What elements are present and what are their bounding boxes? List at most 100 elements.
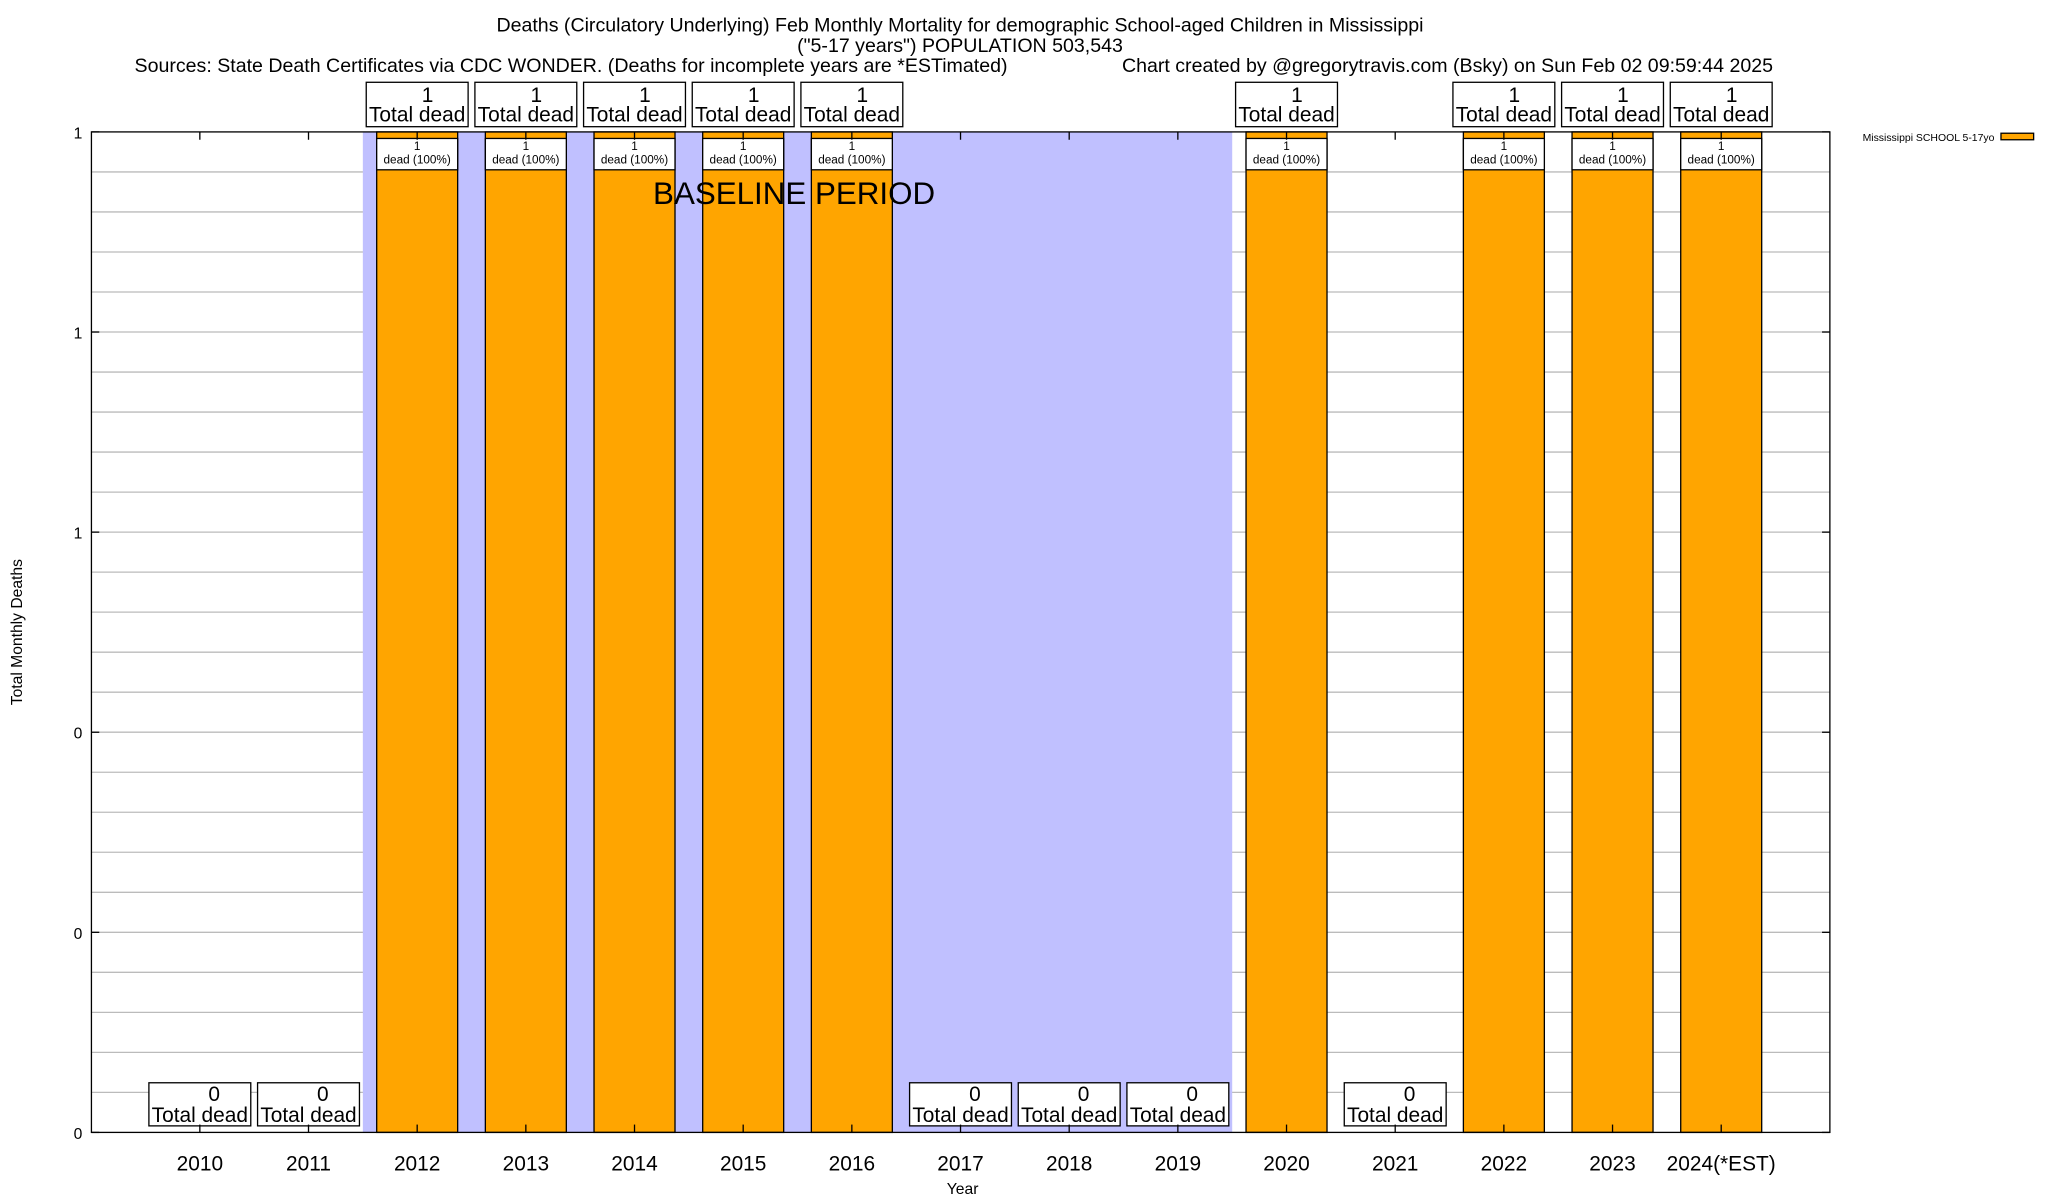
total-label-box [691, 81, 795, 128]
bar-label-box [810, 137, 893, 171]
total-label-value: 1 [856, 84, 868, 107]
total-label-text: Total dead [1021, 1104, 1117, 1127]
total-label-box [1452, 81, 1556, 128]
total-label-text: Total dead [1673, 103, 1769, 126]
bar [702, 131, 785, 1134]
bar-label-percent: dead (100%) [1470, 153, 1537, 166]
total-label-value: 0 [1078, 1083, 1090, 1106]
total-label-box [256, 1082, 361, 1127]
x-tick-label: 2021 [1372, 1152, 1418, 1175]
x-tick-label: 2016 [829, 1152, 875, 1175]
total-label-box [1234, 81, 1339, 128]
y-tick-label: 0 [74, 926, 83, 943]
bar-label-value: 1 [1609, 140, 1616, 153]
bar-label-percent: dead (100%) [1579, 153, 1646, 166]
x-axis-label: Year [947, 1181, 979, 1198]
x-tick-label: 2013 [503, 1152, 549, 1175]
chart-credit: Chart created by @gregorytravis.com (Bsk… [1122, 55, 1773, 77]
total-label-text: Total dead [152, 1104, 248, 1127]
x-tick-label: 2022 [1481, 1152, 1527, 1175]
bar [1245, 131, 1328, 1134]
chart-sources: Sources: State Death Certificates via CD… [135, 55, 1008, 77]
baseline-label: BASELINE PERIOD [653, 176, 935, 211]
total-label-box [148, 1082, 252, 1127]
legend: Mississippi SCHOOL 5-17yo [1863, 132, 2035, 144]
bar-label-value: 1 [740, 140, 747, 153]
bar-label-box [702, 137, 785, 171]
total-label-box [365, 81, 469, 128]
bar [593, 131, 676, 1134]
y-tick-label: 0 [74, 726, 83, 743]
total-label-value: 1 [422, 84, 434, 107]
x-tick-label: 2020 [1263, 1152, 1309, 1175]
legend-swatch [2000, 132, 2035, 141]
total-label-box [1126, 1082, 1230, 1127]
x-tick-label: 2023 [1589, 1152, 1635, 1175]
x-tick-label: 2015 [720, 1152, 766, 1175]
total-label-value: 1 [1509, 84, 1521, 107]
y-axis-label: Total Monthly Deaths [9, 559, 26, 705]
bar-label-value: 1 [631, 140, 638, 153]
bar [484, 131, 567, 1134]
total-label-text: Total dead [1456, 103, 1552, 126]
total-label-value: 1 [1291, 84, 1303, 107]
total-label-value: 1 [748, 84, 760, 107]
total-label-box [474, 81, 578, 128]
total-label-box [1560, 81, 1665, 128]
total-label-box [800, 81, 904, 128]
total-label-value: 0 [969, 1083, 981, 1106]
bar-label-value: 1 [1501, 140, 1508, 153]
x-tick-label: 2018 [1046, 1152, 1092, 1175]
total-label-text: Total dead [1347, 1104, 1443, 1127]
x-tick-label: 2017 [937, 1152, 983, 1175]
total-label-text: Total dead [369, 103, 465, 126]
bar-label-percent: dead (100%) [710, 153, 777, 166]
y-tick-label: 0 [74, 1126, 83, 1143]
y-tick-label: 1 [74, 125, 83, 142]
total-label-value: 0 [317, 1083, 329, 1106]
total-label-text: Total dead [912, 1104, 1008, 1127]
bar [1462, 131, 1546, 1134]
bar-label-value: 1 [523, 140, 530, 153]
bar-label-value: 1 [414, 140, 421, 153]
bar-label-percent: dead (100%) [492, 153, 559, 166]
bar [1571, 131, 1654, 1134]
total-label-box [1017, 1082, 1121, 1127]
total-label-value: 1 [639, 84, 651, 107]
bar-label-box [1245, 137, 1328, 171]
total-label-text: Total dead [804, 103, 900, 126]
total-label-value: 1 [530, 84, 542, 107]
total-label-box [1669, 81, 1773, 128]
bar-label-value: 1 [1283, 140, 1290, 153]
x-tick-label: 2019 [1155, 1152, 1201, 1175]
total-label-text: Total dead [1564, 103, 1660, 126]
bar [810, 131, 893, 1134]
total-label-text: Total dead [586, 103, 682, 126]
chart-subtitle: ("5-17 years") POPULATION 503,543 [797, 35, 1123, 57]
legend-label: Mississippi SCHOOL 5-17yo [1863, 133, 1995, 144]
bar-label-percent: dead (100%) [1253, 153, 1320, 166]
total-label-value: 0 [1186, 1083, 1198, 1106]
total-label-value: 0 [208, 1083, 220, 1106]
bar-label-percent: dead (100%) [384, 153, 451, 166]
bar-label-percent: dead (100%) [818, 153, 885, 166]
x-tick-label: 2012 [394, 1152, 440, 1175]
bar [1680, 131, 1763, 1134]
bar-label-percent: dead (100%) [601, 153, 668, 166]
total-label-text: Total dead [260, 1104, 356, 1127]
total-label-text: Total dead [695, 103, 791, 126]
bar-label-value: 1 [1718, 140, 1725, 153]
bar-label-value: 1 [849, 140, 856, 153]
total-label-text: Total dead [478, 103, 574, 126]
total-label-value: 1 [1726, 84, 1738, 107]
total-label-box [582, 81, 687, 128]
x-tick-label: 2014 [611, 1152, 657, 1175]
x-tick-label: 2024(*EST) [1667, 1152, 1776, 1175]
total-label-value: 1 [1617, 84, 1629, 107]
total-label-box [908, 1082, 1013, 1127]
total-label-text: Total dead [1238, 103, 1334, 126]
total-label-text: Total dead [1130, 1104, 1226, 1127]
total-label-box [1343, 1082, 1447, 1127]
y-tick-label: 1 [74, 326, 83, 343]
y-tick-label: 1 [74, 526, 83, 543]
